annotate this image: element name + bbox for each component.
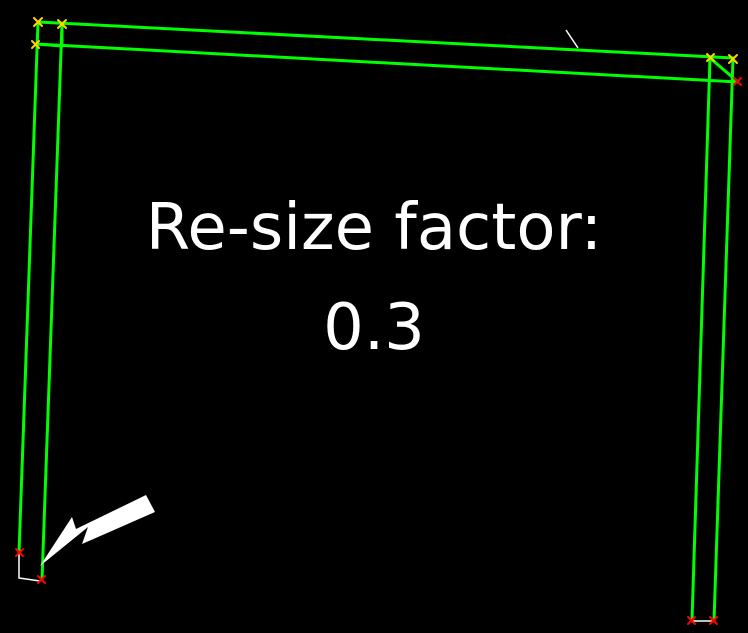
x-mark-icon <box>709 616 718 625</box>
x-mark-icon <box>33 17 43 27</box>
caption-resize-value: 0.3 <box>323 291 425 365</box>
x-mark-icon <box>706 53 715 62</box>
x-mark-icon <box>15 548 24 557</box>
top-right-tick <box>565 29 579 49</box>
x-mark-icon <box>57 19 67 29</box>
white-ticks <box>18 29 714 622</box>
x-mark-icon <box>31 40 40 49</box>
x-mark-icon <box>687 616 696 625</box>
outer-frame-path <box>17 20 735 623</box>
caption-resize-label: Re-size factor: <box>145 191 603 265</box>
x-mark-icon <box>733 77 742 86</box>
x-mark-icon <box>37 575 46 584</box>
vertex-markers <box>15 17 742 625</box>
bottom-left-tick <box>18 553 41 582</box>
arrow-pointer-icon <box>40 495 155 566</box>
x-mark-icon <box>728 54 738 64</box>
